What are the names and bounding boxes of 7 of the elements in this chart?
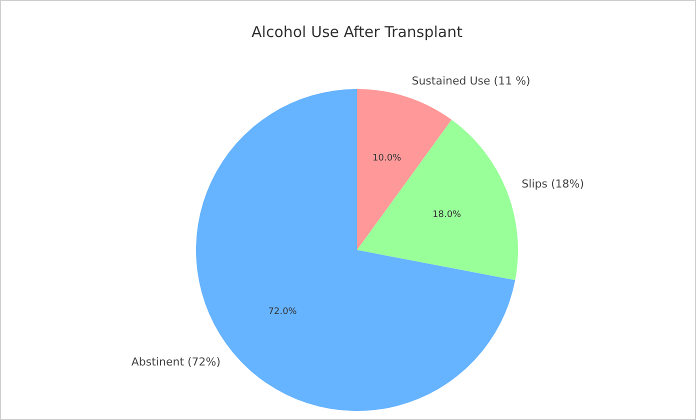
slice-label: Slips (18%): [522, 178, 584, 191]
data-label: 10.0%: [372, 153, 402, 164]
chart-title: Alcohol Use After Transplant: [252, 22, 463, 41]
data-label: 72.0%: [268, 306, 298, 317]
slice-label: Abstinent (72%): [131, 356, 221, 369]
data-label: 18.0%: [432, 210, 462, 220]
slice-label: Sustained Use (11 %): [412, 74, 530, 88]
